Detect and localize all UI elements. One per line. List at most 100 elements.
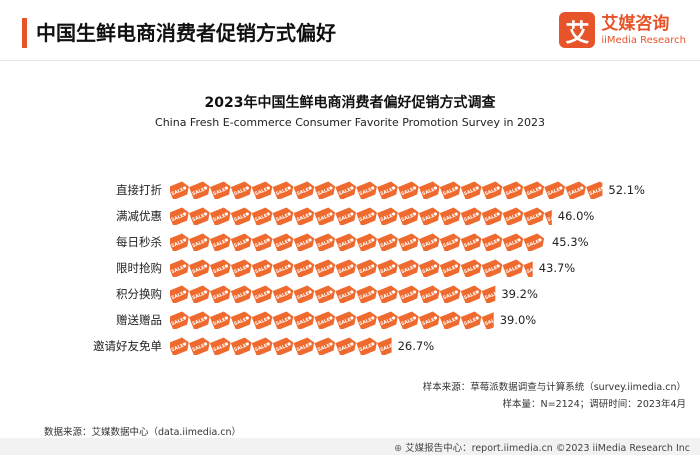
bar xyxy=(170,207,552,225)
sale-tag-icon xyxy=(418,285,443,303)
sale-tag-icon xyxy=(356,259,380,277)
sale-tag-icon xyxy=(170,285,192,303)
sale-tag-icon xyxy=(397,311,422,329)
bar xyxy=(170,337,392,355)
sale-tag-icon xyxy=(272,311,296,329)
sale-tag-icon xyxy=(188,181,213,199)
category-label: 满减优惠 xyxy=(116,209,162,223)
sale-tag-icon xyxy=(418,233,443,251)
sale-tag-icon xyxy=(418,207,443,225)
category-label: 赠送赠品 xyxy=(116,313,162,327)
sale-tag-icon xyxy=(397,233,422,251)
footer-bar: ⊕ 艾媒报告中心：report.iimedia.cn ©2023 iiMedia … xyxy=(0,438,700,455)
sale-tag-icon xyxy=(251,233,276,251)
value-label: 45.3% xyxy=(552,235,589,249)
sale-tag-icon xyxy=(293,181,317,199)
sale-tag-icon xyxy=(397,181,422,199)
bar xyxy=(170,259,533,277)
value-label: 39.2% xyxy=(501,287,538,301)
sale-tag-icon xyxy=(439,259,464,277)
sample-source-note: 样本来源：草莓派数据调查与计算系统（survey.iimedia.cn） xyxy=(422,382,686,393)
brand-text: 艾媒咨询 iiMedia Research xyxy=(601,14,686,47)
category-label: 邀请好友免单 xyxy=(93,339,162,353)
sale-tag-icon xyxy=(335,181,359,199)
sale-tag-icon xyxy=(230,207,255,225)
category-label: 直接打折 xyxy=(116,183,162,197)
sale-tag-icon xyxy=(251,285,276,303)
sale-tag-icon xyxy=(356,233,380,251)
sale-tag-icon xyxy=(335,207,359,225)
sale-tag-icon xyxy=(481,233,505,251)
sale-tag-icon xyxy=(586,181,603,199)
sale-tag-icon xyxy=(335,285,359,303)
sale-tag-icon xyxy=(544,181,568,199)
sale-tag-icon xyxy=(230,285,255,303)
sale-tag-icon xyxy=(230,337,255,355)
brand-mark-icon: 艾 xyxy=(559,12,596,48)
sale-tag-icon xyxy=(188,207,213,225)
sale-tag-icon xyxy=(170,207,192,225)
sale-tag-icon xyxy=(230,259,255,277)
sale-tag-icon xyxy=(397,285,422,303)
sale-tag-icon xyxy=(293,311,317,329)
sale-tag-icon xyxy=(251,207,276,225)
sale-tag-icon xyxy=(460,207,485,225)
chart-title: 2023年中国生鲜电商消费者偏好促销方式调查 xyxy=(204,95,496,111)
sale-tag-icon xyxy=(460,285,485,303)
sale-tag-icon xyxy=(377,207,401,225)
sale-tag-icon xyxy=(272,207,296,225)
page-title: 中国生鲜电商消费者促销方式偏好 xyxy=(36,21,336,45)
sale-tag-icon xyxy=(439,285,464,303)
chart-subtitle: China Fresh E-commerce Consumer Favorite… xyxy=(155,116,545,129)
sale-tag-icon xyxy=(502,259,526,277)
sale-tag-icon xyxy=(272,181,296,199)
category-label: 积分换购 xyxy=(116,287,162,301)
sale-tag-icon xyxy=(188,337,213,355)
sale-tag-icon xyxy=(523,181,547,199)
sale-tag-icon xyxy=(439,233,464,251)
sale-tag-icon xyxy=(188,311,213,329)
sale-tag-icon xyxy=(170,337,192,355)
sale-tag-icon xyxy=(272,285,296,303)
sale-tag-icon xyxy=(377,233,401,251)
sale-tag-icon xyxy=(209,181,234,199)
report-icon: ⊕ xyxy=(394,443,403,454)
sale-tag-icon xyxy=(251,337,276,355)
sale-tag-icon xyxy=(523,233,546,251)
sale-tag-icon xyxy=(335,337,359,355)
sale-tag-icon xyxy=(377,285,401,303)
copyright-text: 艾媒报告中心：report.iimedia.cn ©2023 iiMedia R… xyxy=(405,443,690,454)
sale-tag-icon xyxy=(251,181,276,199)
brand-name-en: iiMedia Research xyxy=(601,34,686,46)
sale-tag-icon xyxy=(170,233,192,251)
sale-tag-icon xyxy=(439,207,464,225)
sale-tag-icon xyxy=(251,311,276,329)
sale-tag-icon xyxy=(209,259,234,277)
sale-tag-icon xyxy=(272,259,296,277)
sale-tag-icon xyxy=(209,233,234,251)
sale-tag-icon xyxy=(314,337,338,355)
sale-tag-icon xyxy=(377,311,401,329)
sale-tag-icon xyxy=(188,259,213,277)
sale-tag-icon xyxy=(314,233,338,251)
sale-tag-icon xyxy=(481,207,505,225)
sale-tag-icon xyxy=(460,181,485,199)
bar xyxy=(170,181,603,199)
sale-tag-icon xyxy=(523,207,547,225)
bar xyxy=(170,285,496,303)
value-label: 43.7% xyxy=(539,261,576,275)
sale-tag-icon xyxy=(502,181,526,199)
value-label: 26.7% xyxy=(398,339,435,353)
sale-tag-icon xyxy=(356,181,380,199)
sale-tag-icon xyxy=(293,285,317,303)
sale-tag-icon xyxy=(170,259,192,277)
sale-tag-icon xyxy=(502,233,526,251)
value-label: 39.0% xyxy=(500,313,537,327)
sale-tag-icon xyxy=(293,337,317,355)
sample-size-note: 样本量：N=2124；调研时间：2023年4月 xyxy=(502,399,686,410)
sale-tag-icon xyxy=(335,259,359,277)
sale-tag-icon xyxy=(439,181,464,199)
sale-tag-icon xyxy=(439,311,464,329)
sale-tag-icon xyxy=(230,181,255,199)
